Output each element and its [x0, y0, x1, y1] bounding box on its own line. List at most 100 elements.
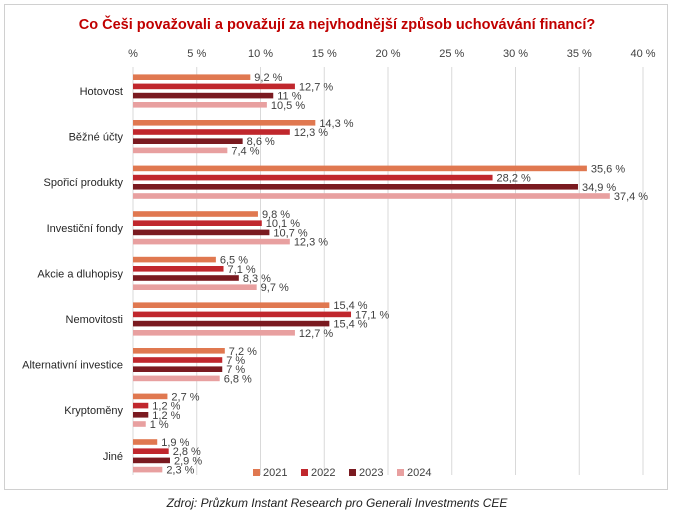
bar-2023: [133, 366, 223, 372]
bar-2023: [133, 184, 578, 190]
legend-swatch-2021: [253, 469, 260, 476]
data-label: 7,4 %: [231, 145, 259, 157]
data-label: 14,3 %: [319, 118, 353, 130]
data-label: 6,5 %: [220, 255, 248, 267]
category-label: Alternativní investice: [22, 360, 123, 372]
data-label: 1,9 %: [161, 437, 189, 449]
category-label: Hotovost: [80, 86, 123, 98]
bar-2023: [133, 229, 270, 236]
bar-2022: [133, 220, 262, 226]
bar-2024: [133, 330, 295, 336]
data-label: 15,4 %: [333, 300, 367, 312]
category-labels: Hotovost Běžné účty Spořicí produkty Invest…: [22, 86, 123, 463]
legend: 2021 2022 2023 2024: [253, 467, 431, 479]
data-label: 10,1 %: [266, 218, 300, 230]
x-tick-label: 20 %: [375, 48, 400, 60]
source-note: Zdroj: Průzkum Instant Research pro Gene…: [166, 496, 508, 510]
bar-2022: [133, 266, 224, 272]
data-labels: 9,2 %12,7 %11 %10,5 %14,3 %12,3 %8,6 %7,…: [150, 72, 649, 476]
data-label: 9,7 %: [261, 282, 289, 294]
data-label: 17,1 %: [355, 309, 389, 321]
bars: [133, 74, 610, 473]
bar-2023: [133, 92, 274, 99]
bar-2024: [133, 421, 146, 427]
x-axis-ticks: % 5 % 10 % 15 % 20 % 25 % 30 % 35 % 40 %: [128, 48, 656, 60]
bar-2022: [133, 129, 290, 135]
data-label: 7 %: [226, 355, 245, 367]
bar-2023: [133, 138, 243, 144]
x-tick-label: 30 %: [503, 48, 528, 60]
bar-2022: [133, 357, 223, 363]
data-label: 34,9 %: [582, 182, 616, 194]
bar-2021: [133, 165, 587, 172]
data-label: 12,7 %: [299, 328, 333, 340]
category-label: Jiné: [103, 451, 123, 463]
data-label: 2,7 %: [171, 391, 199, 403]
bar-2021: [133, 302, 330, 308]
bar-2022: [133, 448, 169, 454]
x-tick-label: 25 %: [439, 48, 464, 60]
bar-2022: [133, 402, 149, 409]
bar-2023: [133, 457, 170, 464]
data-label: 8,6 %: [247, 136, 275, 148]
data-label: 2,8 %: [173, 446, 201, 458]
data-label: 12,3 %: [294, 127, 328, 139]
data-label: 8,3 %: [243, 273, 271, 285]
x-tick-label: 40 %: [630, 48, 655, 60]
data-label: 2,3 %: [166, 465, 194, 477]
bar-2024: [133, 466, 163, 473]
bar-2022: [133, 174, 493, 181]
bar-2021: [133, 211, 258, 217]
bar-2024: [133, 102, 267, 108]
bar-2023: [133, 275, 239, 281]
category-label: Kryptoměny: [64, 405, 123, 417]
data-label: 1 %: [150, 419, 169, 431]
chart-frame: Co Češi považovali a považují za nejvhod…: [4, 4, 668, 490]
category-label: Běžné účty: [69, 132, 124, 144]
legend-label: 2021: [263, 467, 287, 479]
data-label: 15,4 %: [333, 319, 367, 331]
bar-2021: [133, 256, 216, 263]
legend-label: 2024: [407, 467, 431, 479]
bar-2021: [133, 348, 225, 354]
data-label: 11 %: [277, 91, 301, 103]
category-label: Akcie a dluhopisy: [37, 268, 123, 280]
data-label: 7,1 %: [228, 264, 256, 276]
bar-2024: [133, 147, 228, 154]
legend-swatch-2024: [397, 469, 404, 476]
legend-label: 2023: [359, 467, 383, 479]
data-label: 6,8 %: [224, 373, 252, 385]
category-label: Investiční fondy: [47, 223, 124, 235]
data-label: 10,5 %: [271, 100, 305, 112]
category-label: Nemovitosti: [66, 314, 123, 326]
x-tick-label: %: [128, 48, 138, 60]
data-label: 12,3 %: [294, 237, 328, 249]
bar-2022: [133, 83, 295, 90]
bar-2024: [133, 284, 257, 290]
bar-2021: [133, 120, 316, 126]
data-label: 9,8 %: [262, 209, 290, 221]
data-label: 35,6 %: [591, 163, 625, 175]
data-label: 37,4 %: [614, 191, 648, 203]
chart-title: Co Češi považovali a považují za nejvhod…: [78, 17, 596, 33]
bar-2023: [133, 320, 330, 327]
bar-2021: [133, 74, 251, 80]
x-tick-label: 15 %: [312, 48, 337, 60]
bar-2023: [133, 412, 149, 418]
bar-2024: [133, 193, 610, 199]
data-label: 12,7 %: [299, 81, 333, 93]
data-label: 2,9 %: [174, 455, 202, 467]
bar-2022: [133, 311, 352, 318]
bar-2021: [133, 439, 158, 445]
data-label: 1,2 %: [152, 401, 180, 413]
x-tick-label: 5 %: [187, 48, 206, 60]
x-tick-label: 10 %: [248, 48, 273, 60]
data-label: 10,7 %: [273, 227, 307, 239]
legend-swatch-2023: [349, 469, 356, 476]
data-label: 7,2 %: [229, 346, 257, 358]
data-label: 28,2 %: [497, 173, 531, 185]
legend-label: 2022: [311, 467, 335, 479]
category-label: Spořicí produkty: [44, 177, 124, 189]
data-label: 1,2 %: [152, 410, 180, 422]
x-tick-label: 35 %: [567, 48, 592, 60]
